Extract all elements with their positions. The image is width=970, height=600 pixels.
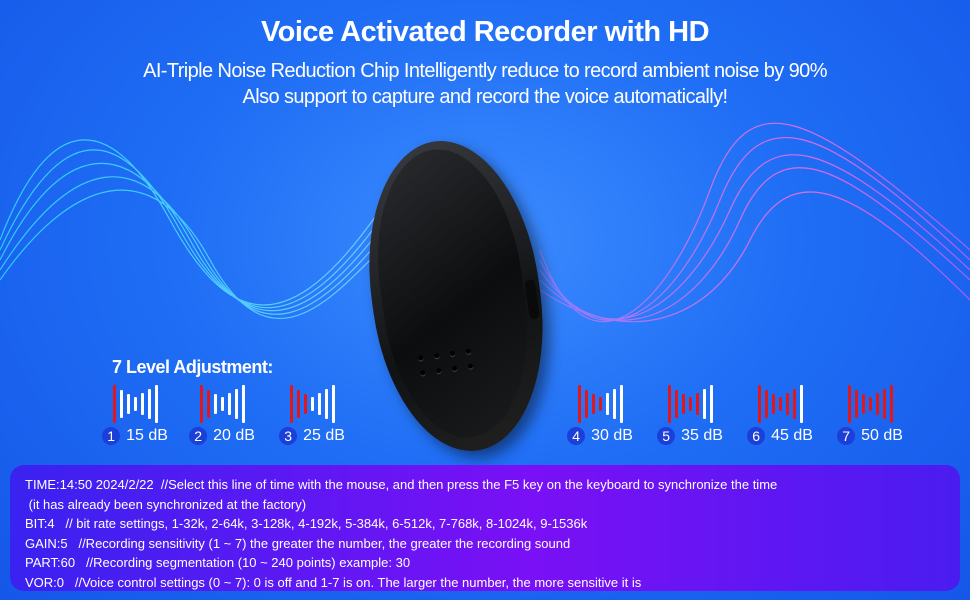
level-bar <box>764 390 768 418</box>
power-switch <box>524 278 540 320</box>
level-number-badge: 4 <box>567 427 586 445</box>
level-bar <box>785 393 789 415</box>
level-bar <box>289 385 293 423</box>
level-number-badge: 3 <box>279 427 298 445</box>
level-bar <box>861 394 865 414</box>
level-bar <box>709 385 713 423</box>
level-number-badge: 6 <box>747 427 766 445</box>
level-bar <box>757 385 761 423</box>
level-bar <box>889 385 893 423</box>
level-bars-icon <box>272 384 352 424</box>
page-title: Voice Activated Recorder with HD <box>260 16 710 48</box>
level-bar <box>317 393 321 415</box>
level-bar <box>688 397 692 411</box>
level-indicator-7: 7 50 dB <box>830 384 910 445</box>
level-bar <box>847 385 851 423</box>
level-bar <box>133 397 137 411</box>
level-bar <box>147 389 151 419</box>
level-bars-icon <box>560 384 640 424</box>
setting-bit: BIT:4 // bit rate settings, 1-32k, 2-64k… <box>25 516 588 531</box>
level-bar <box>310 397 314 411</box>
level-bar <box>605 393 609 415</box>
level-bars-icon <box>740 384 820 424</box>
level-bar <box>331 385 335 423</box>
setting-time: TIME:14:50 2024/2/22 //Select this line … <box>25 477 778 492</box>
level-bar <box>771 394 775 414</box>
level-bar <box>882 389 886 419</box>
level-bar <box>296 390 300 418</box>
level-db-label: 25 dB <box>303 427 345 444</box>
level-bar <box>681 394 685 414</box>
level-bar <box>126 394 130 414</box>
level-indicator-3: 3 25 dB <box>272 384 352 445</box>
level-bar <box>112 385 116 423</box>
level-db-label: 30 dB <box>591 427 633 444</box>
level-indicator-4: 4 30 dB <box>560 384 640 445</box>
level-bar <box>619 385 623 423</box>
subtitle-line-2: Also support to capture and record the v… <box>242 86 728 108</box>
level-bar <box>612 389 616 419</box>
level-db-label: 20 dB <box>213 427 255 444</box>
level-bar <box>778 397 782 411</box>
level-bar <box>303 394 307 414</box>
level-bar <box>119 390 123 418</box>
level-bar <box>324 389 328 419</box>
level-bar <box>799 385 803 423</box>
level-indicator-2: 2 20 dB <box>182 384 262 445</box>
setting-gain: GAIN:5 //Recording sensitivity (1 ~ 7) t… <box>25 535 571 551</box>
level-bar <box>241 385 245 423</box>
level-bar <box>868 397 872 411</box>
level-bar <box>875 393 879 415</box>
level-indicator-5: 5 35 dB <box>650 384 730 445</box>
level-number-badge: 1 <box>102 427 121 445</box>
level-db-label: 50 dB <box>861 427 903 444</box>
level-bar <box>199 385 203 423</box>
level-bar <box>154 385 158 423</box>
level-bar <box>667 385 671 423</box>
level-bar <box>695 393 699 415</box>
level-number-badge: 5 <box>657 427 676 445</box>
level-bars-icon <box>650 384 730 424</box>
level-db-label: 45 dB <box>771 427 813 444</box>
settings-panel: TIME:14:50 2024/2/22 //Select this line … <box>10 465 960 591</box>
level-number-badge: 7 <box>837 427 856 445</box>
subtitle-line-1: AI-Triple Noise Reduction Chip Intellige… <box>143 60 827 82</box>
level-indicator-6: 6 45 dB <box>740 384 820 445</box>
setting-part: PART:60 //Recording segmentation (10 ~ 2… <box>25 555 411 570</box>
level-bars-icon <box>182 384 262 424</box>
level-bar <box>792 389 796 419</box>
level-bar <box>577 385 581 423</box>
level-bar <box>854 390 858 418</box>
level-number-badge: 2 <box>189 427 208 445</box>
level-bar <box>213 394 217 414</box>
level-bar <box>234 389 238 419</box>
level-bar <box>584 390 588 418</box>
level-bar <box>598 397 602 411</box>
level-db-label: 35 dB <box>681 427 723 444</box>
level-bars-icon <box>830 384 910 424</box>
level-bar <box>674 390 678 418</box>
level-bar <box>227 393 231 415</box>
setting-vor: VOR:0 //Voice control settings (0 ~ 7): … <box>25 574 642 590</box>
level-indicator-1: 1 15 dB <box>95 384 175 445</box>
level-bar <box>220 397 224 411</box>
level-bar <box>702 389 706 419</box>
level-bar <box>206 390 210 418</box>
level-bars-icon <box>95 384 175 424</box>
level-bar <box>591 394 595 414</box>
level-bar <box>140 393 144 415</box>
setting-time-note: (it has already been synchronized at the… <box>25 496 307 512</box>
level-db-label: 15 dB <box>126 427 168 444</box>
level-adjustment-title: 7 Level Adjustment: <box>112 357 273 377</box>
